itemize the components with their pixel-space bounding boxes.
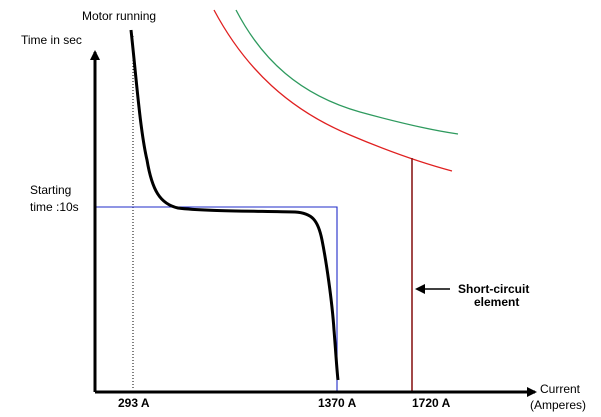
short-circuit-label-line2: element xyxy=(474,295,519,309)
tick-1720: 1720 A xyxy=(412,396,451,410)
short-circuit-label-line1: Short-circuit xyxy=(458,282,529,296)
x-axis-label-line1: Current xyxy=(540,382,581,396)
starting-time-box xyxy=(95,206,338,391)
motor-running-label: Motor running xyxy=(82,9,156,23)
x-axis-label-line2: (Amperes) xyxy=(530,398,586,412)
starting-time-label-line2: time :10s xyxy=(30,200,79,214)
green-curve xyxy=(235,9,459,135)
motor-current-curve xyxy=(129,29,340,381)
starting-time-label-line1: Starting xyxy=(30,183,71,197)
tick-293: 293 A xyxy=(118,396,150,410)
y-axis-label: Time in sec xyxy=(21,33,82,47)
red-curve xyxy=(213,9,453,172)
tick-1370: 1370 A xyxy=(318,396,357,410)
